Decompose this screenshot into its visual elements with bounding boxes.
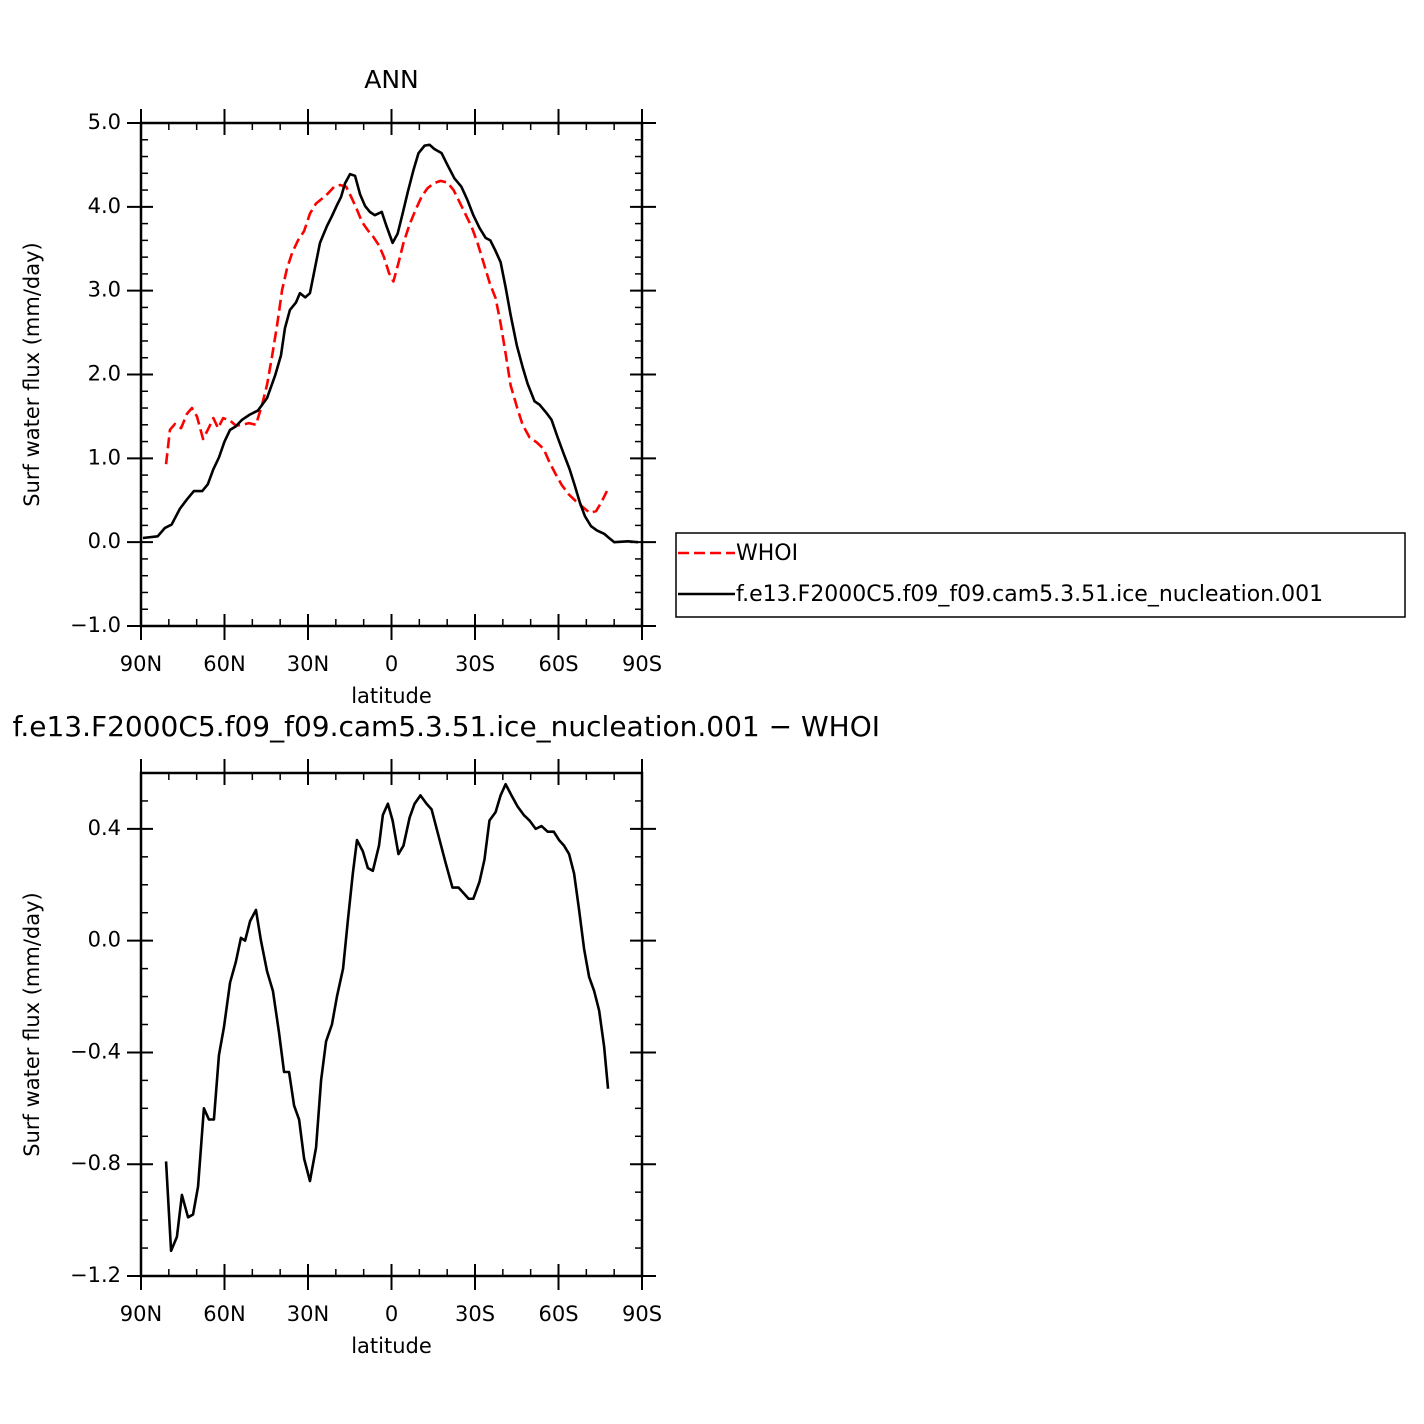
y-tick-label: 0.4 [88,816,121,840]
x-tick-label: 60S [538,1302,578,1326]
y-tick-label: −1.2 [70,1263,121,1287]
legend-box [675,532,1406,618]
y-tick-label: −1.0 [70,613,121,637]
chart-title: ANN [364,65,419,94]
plot-frame [139,121,644,628]
y-tick-label: 5.0 [88,110,121,134]
x-tick-label: 30N [287,652,329,676]
x-tick-label: 0 [385,652,398,676]
y-tick-label: −0.4 [70,1039,121,1063]
x-tick-label: 30S [455,1302,495,1326]
y-tick-label: −0.8 [70,1151,121,1175]
data-line [142,143,639,544]
x-axis-label: latitude [351,684,432,708]
y-tick-label: 2.0 [88,362,121,386]
y-tick-label: 0.0 [88,928,121,952]
data-line [164,782,610,1253]
legend-label: f.e13.F2000C5.f09_f09.cam5.3.51.ice_nucl… [736,582,1323,607]
y-axis-label: Surf water flux (mm/day) [20,892,44,1157]
x-tick-label: 90N [120,652,162,676]
x-tick-label: 30S [455,652,495,676]
y-tick-label: 1.0 [88,445,121,469]
plot-frame [139,771,644,1278]
y-axis-label: Surf water flux (mm/day) [20,242,44,507]
x-tick-label: 30N [287,1302,329,1326]
y-tick-label: 0.0 [88,529,121,553]
y-tick-label: 4.0 [88,194,121,218]
x-tick-label: 60N [203,652,245,676]
x-tick-label: 60S [538,652,578,676]
data-line [164,179,609,515]
chart-title: f.e13.F2000C5.f09_f09.cam5.3.51.ice_nucl… [13,710,881,743]
x-tick-label: 90N [120,1302,162,1326]
x-tick-label: 0 [385,1302,398,1326]
x-tick-label: 90S [622,652,662,676]
x-tick-label: 60N [203,1302,245,1326]
x-axis-label: latitude [351,1334,432,1358]
y-tick-label: 3.0 [88,278,121,302]
legend-label: WHOI [736,541,798,566]
x-tick-label: 90S [622,1302,662,1326]
